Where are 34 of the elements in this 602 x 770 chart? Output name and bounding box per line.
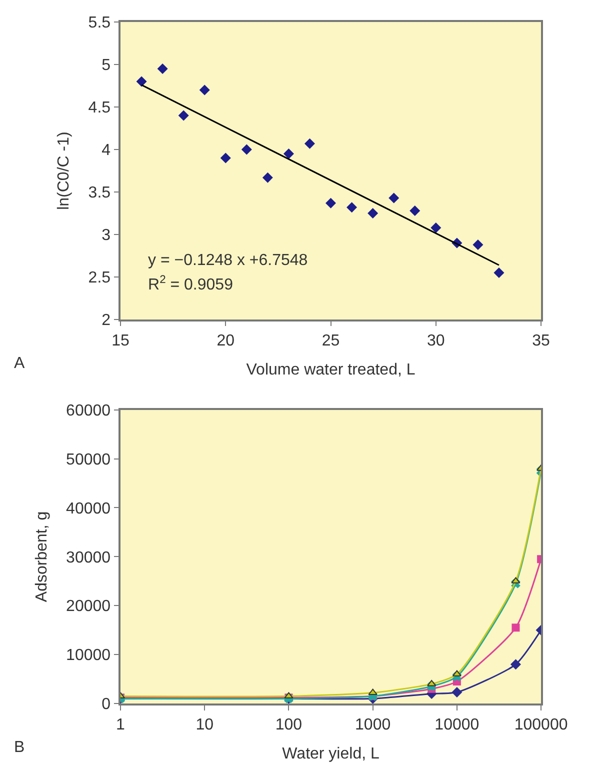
- y-tick-label: 50000: [66, 451, 111, 468]
- y-axis-title: ln(C0/C -1): [56, 132, 73, 210]
- y-tick-label: 5: [102, 57, 111, 74]
- y-tick-label: 20000: [66, 598, 111, 616]
- x-tick-label: 1: [116, 716, 126, 734]
- x-tick-label: 30: [427, 332, 445, 350]
- y-tick-label: 2.5: [88, 270, 111, 287]
- x-tick-label: 100000: [514, 716, 568, 734]
- text: B: [14, 739, 25, 756]
- x-tick-label: 25: [322, 332, 340, 350]
- x-tick-label: 15: [112, 332, 130, 350]
- text: A: [14, 355, 25, 372]
- annotation: R$^{2}$ = 0.9059: [148, 274, 234, 294]
- y-axis-title: Adsorbent, g: [33, 511, 50, 602]
- x-tick-label: 1000: [355, 716, 391, 734]
- x-tick-label: 100: [275, 716, 302, 734]
- y-tick-label: 2: [102, 312, 111, 330]
- x-tick-label: 20: [216, 332, 235, 350]
- y-tick-label: 4.5: [88, 100, 111, 117]
- y-tick-label: 10000: [66, 647, 111, 664]
- x-axis-title: Water yield, L: [282, 746, 380, 763]
- y-tick-label: 4: [102, 142, 111, 160]
- x-tick-label: 10000: [434, 716, 480, 734]
- y-tick-label: 40000: [66, 500, 111, 518]
- y-tick-label: 30000: [66, 549, 111, 566]
- y-tick-label: 60000: [66, 402, 111, 420]
- y-tick-label: 0: [102, 696, 111, 714]
- annotation: y = −0.1248 x +6.7548: [148, 252, 308, 269]
- x-tick-label: 10: [196, 716, 214, 734]
- y-tick-label: 5.5: [88, 14, 111, 32]
- y-tick-label: 3.5: [88, 184, 111, 202]
- x-tick-label: 35: [532, 332, 550, 350]
- x-axis-title: Volume water treated, L: [246, 362, 416, 379]
- y-tick-label: 3: [102, 227, 111, 244]
